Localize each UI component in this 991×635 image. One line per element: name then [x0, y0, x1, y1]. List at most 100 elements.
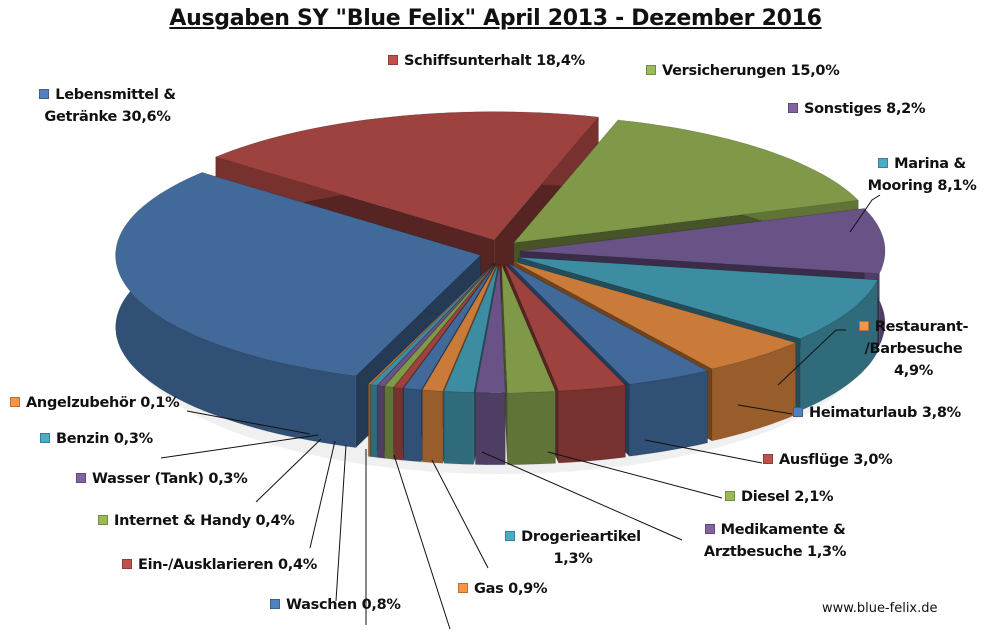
data-label-13: Ein-/Ausklarieren 0,4%: [122, 554, 382, 576]
legend-marker-icon: [858, 321, 869, 331]
data-label-9: Medikamente & Arztbesuche 1,3%: [680, 519, 870, 563]
slice-10-top: [443, 264, 499, 393]
data-label-text: Restaurant- /Barbesuche 4,9%: [864, 319, 969, 379]
watermark: www.blue-felix.de: [822, 601, 938, 616]
slice-2-top: [512, 119, 860, 244]
legend-marker-icon: [788, 103, 798, 113]
data-label-text: Gas 0,9%: [474, 581, 548, 597]
legend-marker-icon: [98, 515, 108, 525]
slice-11-side: [421, 389, 444, 464]
data-label-11: Gas 0,9%: [458, 578, 608, 600]
legend-marker-icon: [793, 407, 803, 417]
slice-6-side: [628, 370, 708, 457]
legend-marker-icon: [76, 473, 86, 483]
data-label-7: Ausflüge 3,0%: [763, 449, 963, 471]
leader-line-3: [309, 440, 336, 549]
legend-marker-icon: [122, 559, 132, 569]
slice-7-side: [558, 384, 626, 464]
slice-16-side: [370, 384, 378, 458]
legend-marker-icon: [646, 65, 656, 75]
data-label-17: Angelzubehör 0,1%: [10, 392, 230, 414]
legend-marker-icon: [10, 397, 20, 407]
data-label-4: Marina & Mooring 8,1%: [862, 153, 982, 197]
slice-7-top: [504, 264, 627, 392]
data-label-14: Internet & Handy 0,4%: [98, 510, 358, 532]
slice-3-top: [519, 207, 886, 275]
slice-4-top: [518, 256, 879, 340]
chart-title: Ausgaben SY "Blue Felix" April 2013 - De…: [169, 6, 822, 31]
slice-13-side: [393, 386, 404, 461]
leader-line-4: [335, 444, 347, 602]
legend-marker-icon: [39, 89, 50, 99]
data-label-text: Sonstiges 8,2%: [804, 101, 926, 117]
legend-marker-icon: [40, 433, 50, 443]
data-label-16: Benzin 0,3%: [40, 428, 240, 450]
slice-17-top: [367, 263, 494, 386]
data-label-8: Diesel 2,1%: [725, 486, 925, 508]
data-label-text: Medikamente & Arztbesuche 1,3%: [703, 522, 847, 560]
slice-12-top: [402, 264, 496, 391]
slice-15-top: [376, 263, 495, 387]
data-label-text: Ein-/Ausklarieren 0,4%: [138, 557, 318, 573]
legend-marker-icon: [388, 55, 398, 65]
leader-line-6: [393, 454, 451, 630]
data-label-text: Waschen 0,8%: [286, 597, 401, 613]
data-label-text: Ausflüge 3,0%: [779, 452, 893, 468]
legend-marker-icon: [270, 599, 280, 609]
data-label-text: Schiffsunterhalt 18,4%: [404, 53, 585, 69]
slice-13-top: [392, 263, 496, 389]
leader-line-10: [644, 439, 763, 464]
leader-line-7: [431, 459, 489, 569]
legend-marker-icon: [878, 158, 889, 168]
slice-9-side: [474, 391, 506, 466]
slice-9-top: [474, 264, 506, 394]
slice-14-side: [384, 385, 394, 460]
data-label-2: Versicherungen 15,0%: [646, 60, 896, 82]
data-label-12: Waschen 0,8%: [270, 594, 470, 616]
slice-10-side: [443, 390, 475, 465]
slice-12-side: [403, 387, 422, 463]
data-label-text: Lebensmittel & Getränke 30,6%: [44, 87, 176, 125]
slice-8-side: [506, 390, 556, 466]
legend-marker-icon: [704, 524, 715, 534]
data-label-text: Drogerieartikel 1,3%: [521, 529, 641, 567]
data-label-6: Heimaturlaub 3,8%: [793, 402, 991, 424]
slice-5-top: [513, 261, 798, 370]
data-label-3: Sonstiges 8,2%: [788, 98, 988, 120]
leader-line-0: [186, 410, 311, 435]
slice-16-top: [369, 263, 494, 386]
slice-14-top: [383, 263, 495, 388]
data-label-text: Wasser (Tank) 0,3%: [92, 471, 248, 487]
data-label-text: Versicherungen 15,0%: [662, 63, 840, 79]
slice-0-top: [115, 171, 482, 377]
legend-marker-icon: [458, 583, 468, 593]
data-label-text: Internet & Handy 0,4%: [114, 513, 295, 529]
slice-8-top: [501, 264, 557, 394]
slice-15-side: [377, 384, 385, 459]
data-label-0: Lebensmittel & Getränke 30,6%: [25, 84, 190, 128]
legend-marker-icon: [505, 531, 516, 541]
data-label-10: Drogerieartikel 1,3%: [493, 526, 653, 570]
leader-line-11: [737, 404, 793, 415]
leader-line-2: [255, 438, 322, 503]
slice-1-top: [214, 111, 600, 241]
data-label-text: Diesel 2,1%: [741, 489, 834, 505]
leader-line-12: [777, 329, 846, 386]
data-label-text: Angelzubehör 0,1%: [26, 395, 180, 411]
slice-11-top: [421, 264, 497, 392]
legend-marker-icon: [725, 491, 735, 501]
slice-17-side: [367, 383, 371, 458]
data-label-text: Heimaturlaub 3,8%: [809, 405, 961, 421]
leader-line-13: [849, 194, 881, 233]
data-label-1: Schiffsunterhalt 18,4%: [388, 50, 628, 72]
leader-line-1: [160, 434, 319, 459]
data-label-text: Benzin 0,3%: [56, 431, 153, 447]
data-label-text: Marina & Mooring 8,1%: [867, 156, 977, 194]
data-label-5: Restaurant- /Barbesuche 4,9%: [846, 316, 981, 382]
slice-6-top: [508, 263, 709, 385]
leader-line-8: [481, 451, 683, 541]
legend-marker-icon: [763, 454, 773, 464]
data-label-15: Wasser (Tank) 0,3%: [76, 468, 336, 490]
